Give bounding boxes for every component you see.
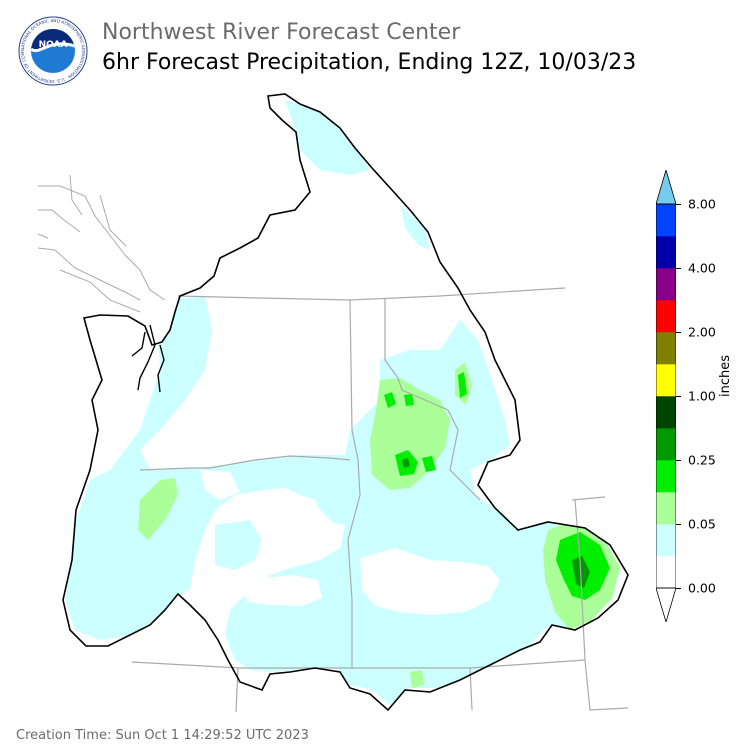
product-title: 6hr Forecast Precipitation, Ending 12Z, … <box>102 50 637 75</box>
colorbar-bin <box>656 460 676 493</box>
creation-time: Creation Time: Sun Oct 1 14:29:52 UTC 20… <box>16 728 309 743</box>
colorbar-tick-mark <box>676 332 681 333</box>
colorbar-tick-mark <box>676 204 681 205</box>
colorbar-over-arrow <box>656 170 676 205</box>
colorbar-bin <box>656 364 676 397</box>
precipitation-map <box>37 93 629 713</box>
colorbar-bin <box>656 428 676 461</box>
colorbar-tick-mark <box>676 460 681 461</box>
colorbar-tick-label: 1.00 <box>688 388 716 404</box>
colorbar-unit-label: inches <box>718 354 733 397</box>
colorbar-tick-mark <box>676 268 681 269</box>
colorbar-tick-label: 0.05 <box>688 516 716 532</box>
colorbar-bin <box>656 524 676 557</box>
colorbar-bin <box>656 204 676 237</box>
noaa-logo-icon: NATIONAL OCEANIC AND ATMOSPHERIC ADMINIS… <box>18 16 88 86</box>
precip-layer <box>65 100 620 705</box>
colorbar-bin <box>656 556 676 589</box>
colorbar-tick-mark <box>676 396 681 397</box>
colorbar-tick-label: 2.00 <box>688 324 716 340</box>
colorbar-bin <box>656 300 676 333</box>
colorbar-tick-mark <box>676 588 681 589</box>
colorbar-tick-label: 8.00 <box>688 196 716 212</box>
colorbar-bin <box>656 268 676 301</box>
agency-title: Northwest River Forecast Center <box>102 20 461 45</box>
colorbar-bin <box>656 332 676 365</box>
coastline-canada <box>37 174 166 313</box>
colorbar-tick-label: 0.25 <box>688 452 716 468</box>
puget-sound <box>131 324 165 393</box>
colorbar-tick-label: 4.00 <box>688 260 716 276</box>
colorbar-tick-mark <box>676 524 681 525</box>
colorbar-bin <box>656 236 676 269</box>
colorbar-bin <box>656 396 676 429</box>
svg-text:NOAA: NOAA <box>39 40 68 50</box>
colorbar-tick-label: 0.00 <box>688 580 716 596</box>
colorbar-bin <box>656 492 676 525</box>
colorbar-under-arrow <box>656 587 676 622</box>
precip-colorbar <box>656 170 676 622</box>
